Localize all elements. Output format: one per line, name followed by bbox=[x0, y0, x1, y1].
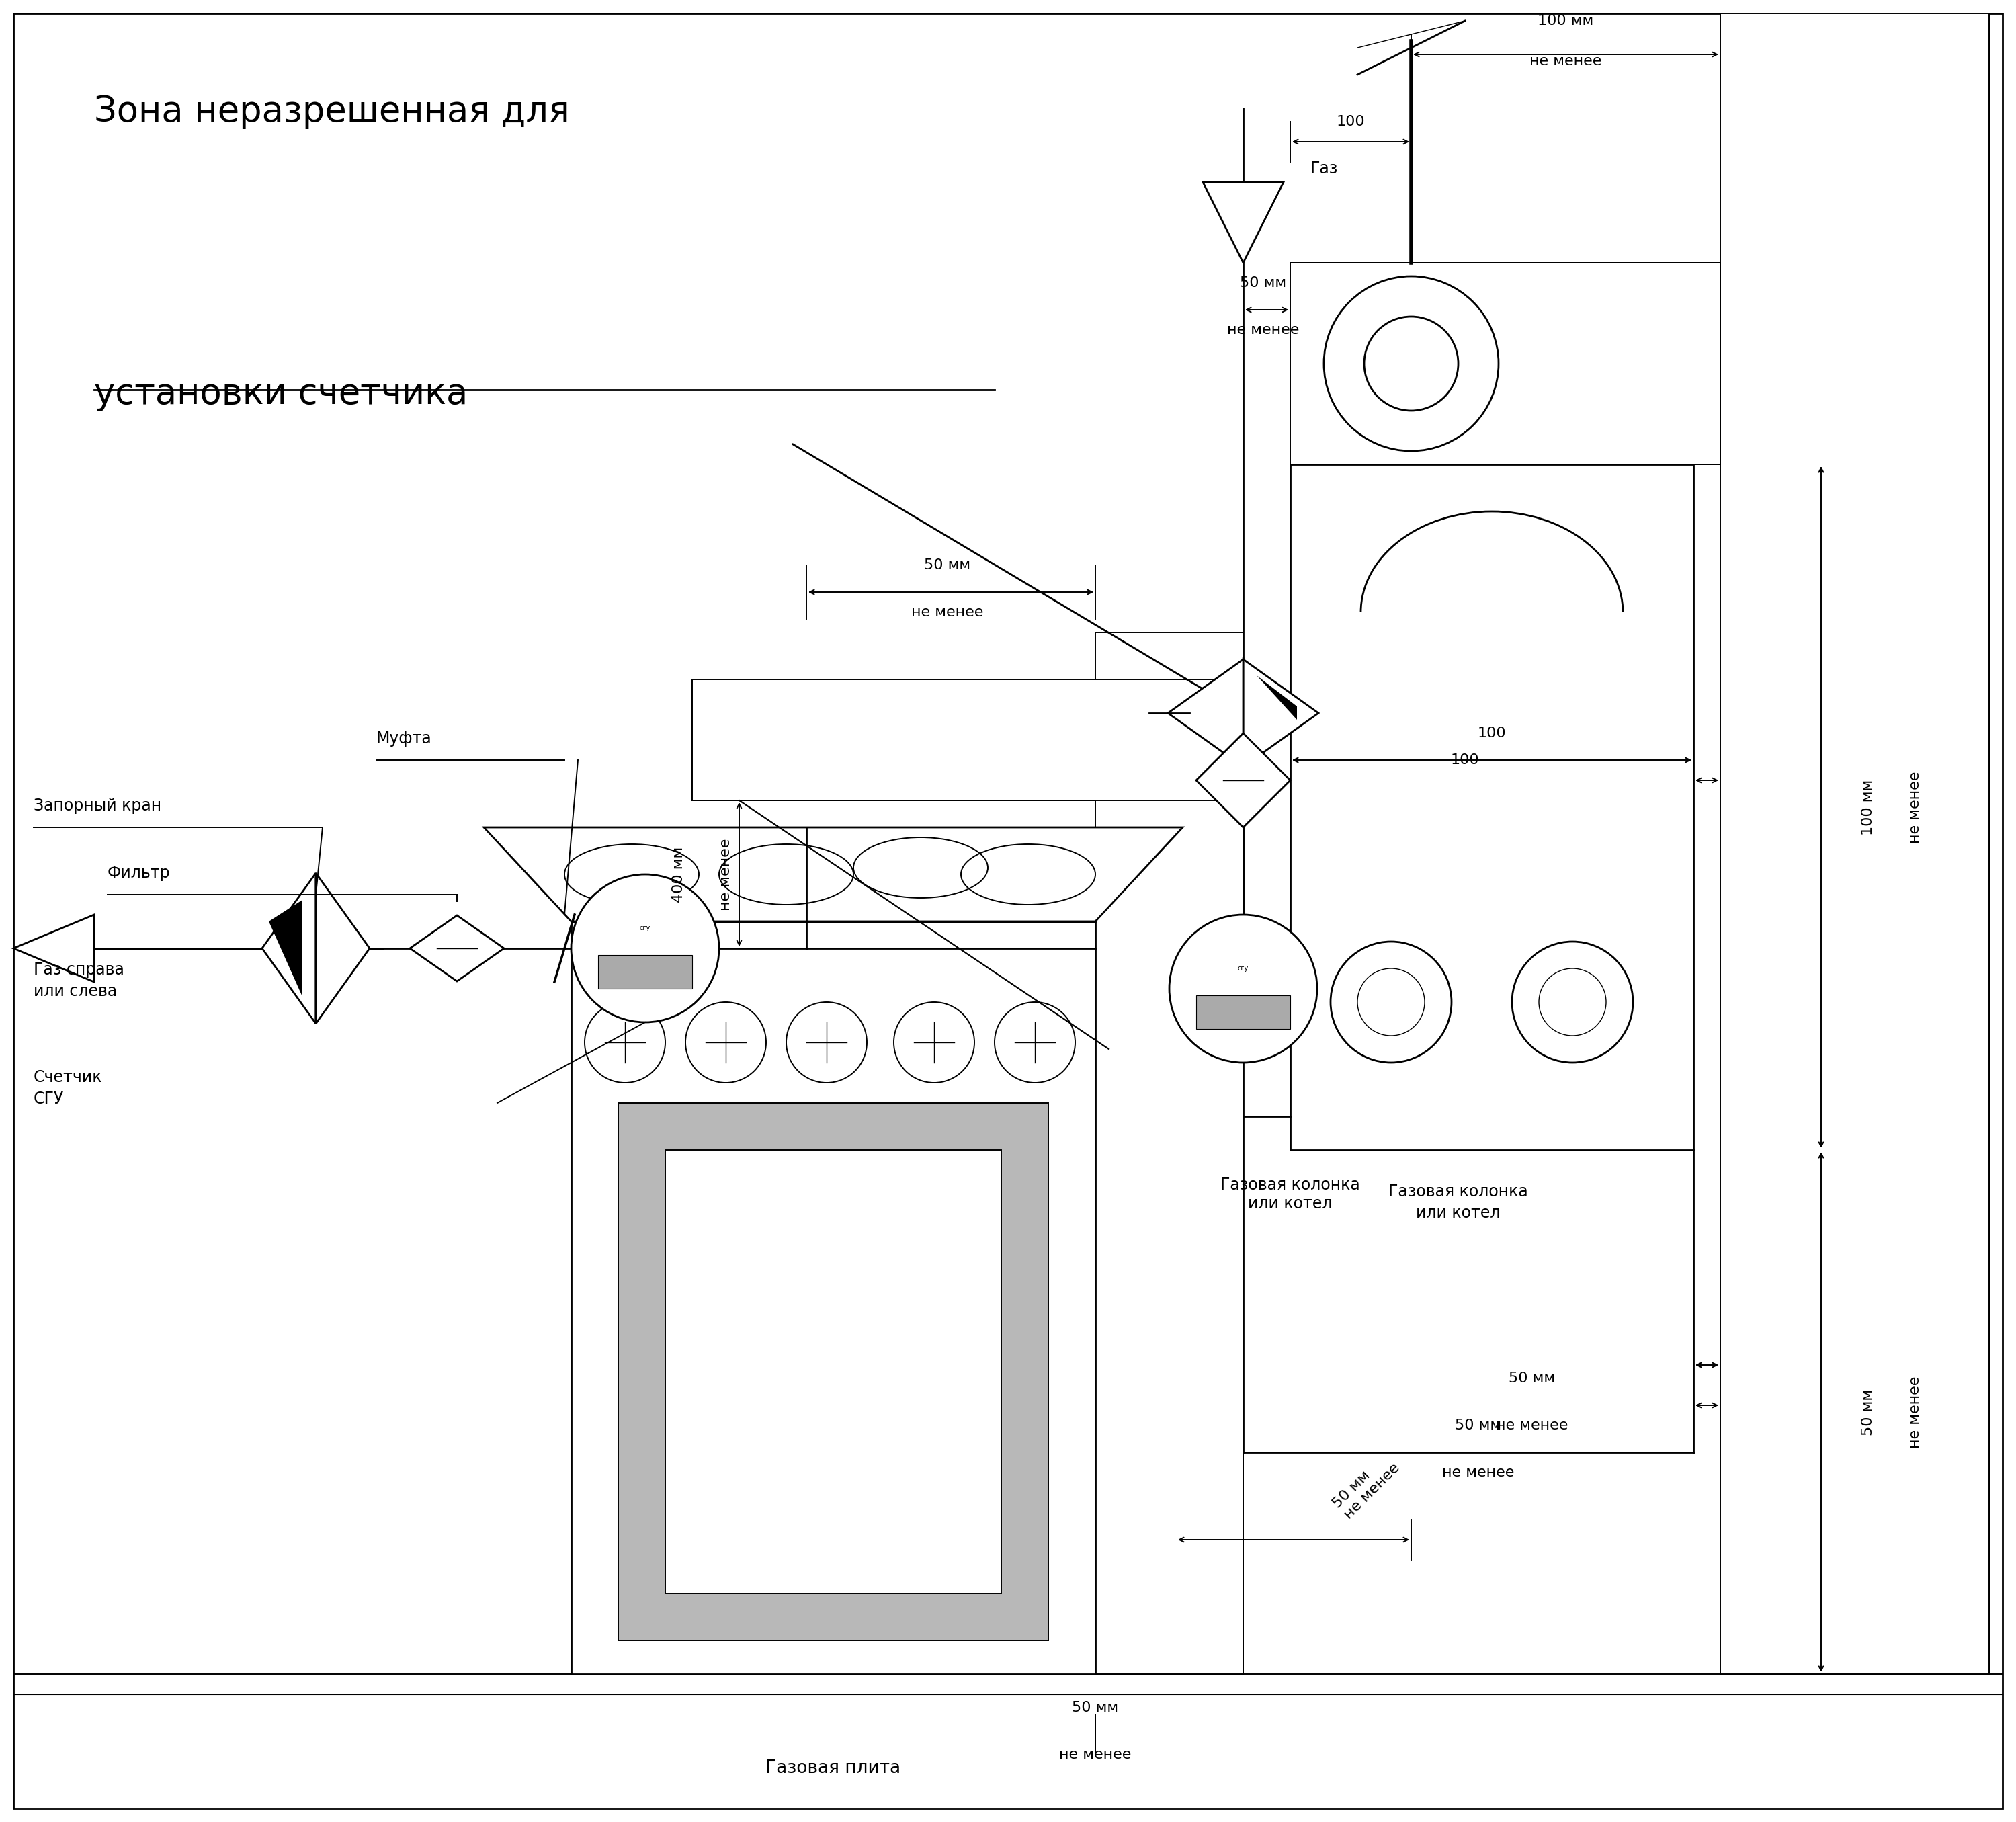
Polygon shape bbox=[268, 900, 302, 997]
Text: не менее: не менее bbox=[1441, 1467, 1514, 1479]
Text: 50 мм: 50 мм bbox=[1456, 1419, 1502, 1432]
Bar bbox=[1720, 13, 1990, 1674]
Text: Газовая колонка
или котел: Газовая колонка или котел bbox=[1220, 1177, 1361, 1212]
Bar bbox=[665, 1150, 1002, 1594]
Bar bbox=[1095, 632, 1244, 1674]
Text: 50 мм: 50 мм bbox=[1073, 1702, 1119, 1715]
Circle shape bbox=[1325, 277, 1498, 452]
Text: не менее: не менее bbox=[1909, 1376, 1921, 1448]
Text: 50 мм: 50 мм bbox=[1240, 277, 1286, 290]
Bar bbox=[1290, 262, 1720, 465]
Polygon shape bbox=[1167, 660, 1244, 767]
Polygon shape bbox=[1256, 676, 1296, 720]
Bar bbox=[1290, 465, 1693, 1150]
Text: Муфта: Муфта bbox=[377, 731, 431, 747]
Polygon shape bbox=[1195, 732, 1290, 827]
Text: Газ: Газ bbox=[1310, 160, 1339, 177]
Circle shape bbox=[1169, 915, 1316, 1062]
Text: не менее: не менее bbox=[911, 605, 984, 619]
Text: 100 мм: 100 мм bbox=[1861, 780, 1875, 834]
Text: 50 мм: 50 мм bbox=[923, 559, 972, 572]
Text: 100: 100 bbox=[1478, 727, 1506, 740]
Text: сгу: сгу bbox=[639, 926, 651, 931]
Text: Газовая плита: Газовая плита bbox=[766, 1760, 901, 1776]
Text: 50 мм: 50 мм bbox=[1508, 1372, 1556, 1385]
Text: Зона неразрешенная для: Зона неразрешенная для bbox=[95, 95, 571, 129]
Bar bbox=[571, 922, 1095, 1674]
Text: не менее: не менее bbox=[1228, 322, 1300, 337]
Text: 100: 100 bbox=[1452, 754, 1480, 767]
Text: Счетчик
СГУ: Счетчик СГУ bbox=[34, 1070, 103, 1106]
Polygon shape bbox=[409, 915, 504, 982]
Text: 100 мм: 100 мм bbox=[1538, 15, 1595, 27]
Bar bbox=[691, 680, 1244, 800]
Bar bbox=[1720, 13, 1990, 1674]
Bar bbox=[1290, 262, 1720, 465]
Bar bbox=[599, 955, 691, 989]
Polygon shape bbox=[1244, 660, 1318, 767]
Circle shape bbox=[1365, 317, 1458, 410]
Text: Газ справа
или слева: Газ справа или слева bbox=[34, 962, 125, 998]
Text: 400 мм: 400 мм bbox=[671, 847, 685, 902]
Text: не менее: не менее bbox=[1496, 1419, 1568, 1432]
Circle shape bbox=[571, 875, 720, 1022]
Text: Газовая колонка
или котел: Газовая колонка или котел bbox=[1389, 1184, 1528, 1221]
Polygon shape bbox=[14, 915, 95, 982]
Text: 50 мм: 50 мм bbox=[1861, 1388, 1875, 1436]
Polygon shape bbox=[317, 873, 369, 1024]
Polygon shape bbox=[262, 873, 317, 1024]
Text: Запорный кран: Запорный кран bbox=[34, 798, 161, 814]
Bar bbox=[1095, 632, 1244, 1674]
Polygon shape bbox=[1204, 182, 1284, 262]
Text: Фильтр: Фильтр bbox=[107, 865, 171, 882]
Text: 100: 100 bbox=[1337, 115, 1365, 128]
Text: 50 мм
не менее: 50 мм не менее bbox=[1331, 1450, 1401, 1521]
Bar bbox=[691, 680, 1244, 800]
Text: не менее: не менее bbox=[1530, 55, 1603, 67]
Text: не менее: не менее bbox=[1058, 1747, 1131, 1762]
Text: установки счетчика: установки счетчика bbox=[95, 377, 468, 412]
Polygon shape bbox=[484, 827, 1183, 922]
Text: не менее: не менее bbox=[1909, 771, 1921, 844]
Text: сгу: сгу bbox=[1238, 966, 1248, 971]
Text: не менее: не менее bbox=[720, 838, 732, 911]
Bar bbox=[1195, 995, 1290, 1029]
Bar bbox=[619, 1102, 1048, 1640]
